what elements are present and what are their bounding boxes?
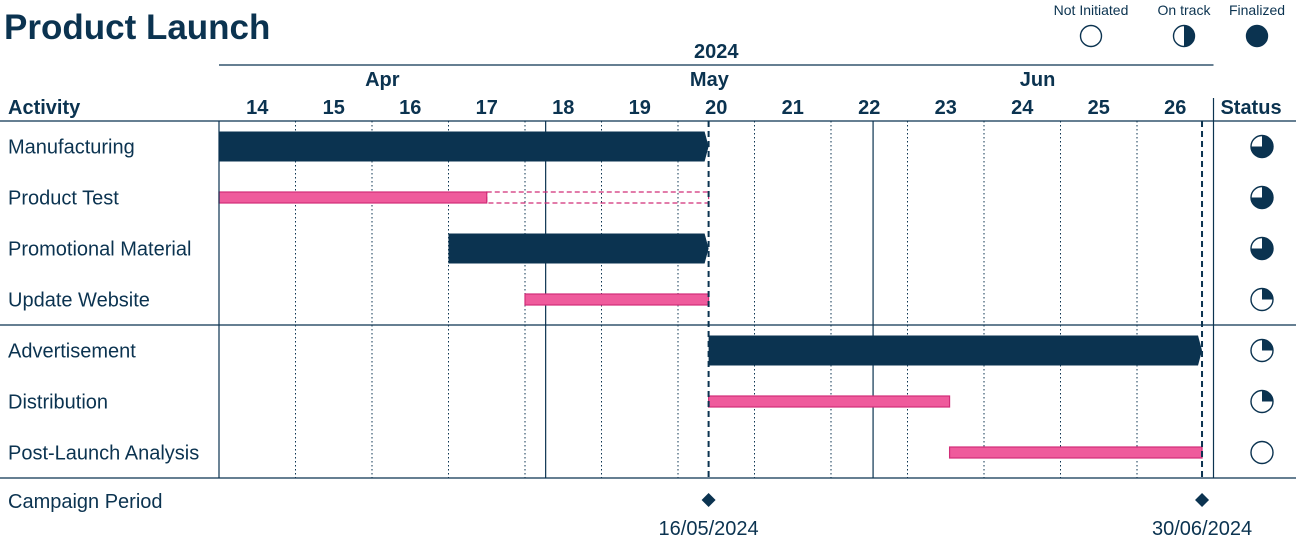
activity-label: Advertisement: [8, 341, 136, 363]
status-fill: [1251, 237, 1274, 260]
activity-bar: [448, 233, 709, 264]
month-label: May: [690, 69, 730, 91]
status-finalized-icon: [1245, 24, 1269, 48]
week-label: 25: [1088, 97, 1110, 119]
week-label: 26: [1164, 97, 1186, 119]
legend-on-track-label: On track: [1157, 2, 1211, 18]
status-ring: [1079, 24, 1103, 48]
status-icon: [1250, 287, 1274, 312]
week-label: 24: [1011, 97, 1034, 119]
week-label: 19: [629, 97, 651, 119]
activity-label: Update Website: [8, 290, 150, 312]
activity-label: Product Test: [8, 188, 119, 210]
week-label: 20: [705, 97, 727, 119]
legend-on-track: On track: [1139, 2, 1229, 48]
activity-bar: [524, 293, 710, 306]
status-not-initiated-icon: [1079, 24, 1103, 48]
activity-bar: [708, 335, 1203, 366]
status-fill: [1184, 25, 1195, 47]
status-header: Status: [1220, 97, 1281, 119]
status-icon: [1250, 338, 1274, 363]
activity-bar: [218, 191, 488, 204]
status-ring: [1250, 440, 1274, 465]
activity-bar: [219, 131, 709, 162]
week-label: 22: [858, 97, 880, 119]
week-label: 15: [323, 97, 345, 119]
week-label: 23: [935, 97, 957, 119]
activity-header: Activity: [8, 97, 81, 119]
activity-bar: [948, 446, 1203, 459]
status-fill: [1262, 339, 1273, 351]
activity-label: Promotional Material: [8, 239, 191, 261]
status-fill: [1251, 135, 1274, 158]
week-label: 16: [399, 97, 421, 119]
status-icon: [1250, 440, 1274, 465]
legend-finalized: Finalized: [1212, 2, 1296, 48]
week-label: 14: [246, 97, 269, 119]
status-fill: [1251, 186, 1274, 209]
week-label: 18: [552, 97, 574, 119]
status-fill: [1262, 390, 1273, 402]
legend-not-initiated: Not Initiated: [1046, 2, 1136, 48]
milestone-date: 30/06/2024: [1152, 518, 1252, 540]
status-icon: [1250, 185, 1274, 210]
status-fill: [1262, 288, 1273, 300]
activity-label: Distribution: [8, 392, 108, 414]
month-label: Apr: [365, 69, 400, 91]
week-label: 21: [782, 97, 804, 119]
milestone-date: 16/05/2024: [659, 518, 759, 540]
page-title: Product Launch: [4, 8, 271, 47]
status-icon: [1250, 134, 1274, 159]
month-label: Jun: [1020, 69, 1056, 91]
activity-label: Post-Launch Analysis: [8, 443, 199, 465]
year-label: 2024: [694, 41, 739, 63]
activity-bar: [707, 395, 951, 408]
activity-label: Manufacturing: [8, 137, 135, 159]
legend-finalized-label: Finalized: [1228, 2, 1286, 18]
week-label: 17: [476, 97, 498, 119]
milestone-marker: [701, 493, 716, 507]
status-icon: [1250, 236, 1274, 261]
status-fill: [1246, 25, 1268, 47]
planned-remainder-bar: [486, 191, 710, 204]
status-icon: [1250, 389, 1274, 414]
legend-not-initiated-label: Not Initiated: [1053, 2, 1129, 18]
milestone-marker: [1195, 493, 1210, 507]
milestone-row-label: Campaign Period: [8, 491, 163, 513]
status-on-track-icon: [1172, 24, 1196, 48]
